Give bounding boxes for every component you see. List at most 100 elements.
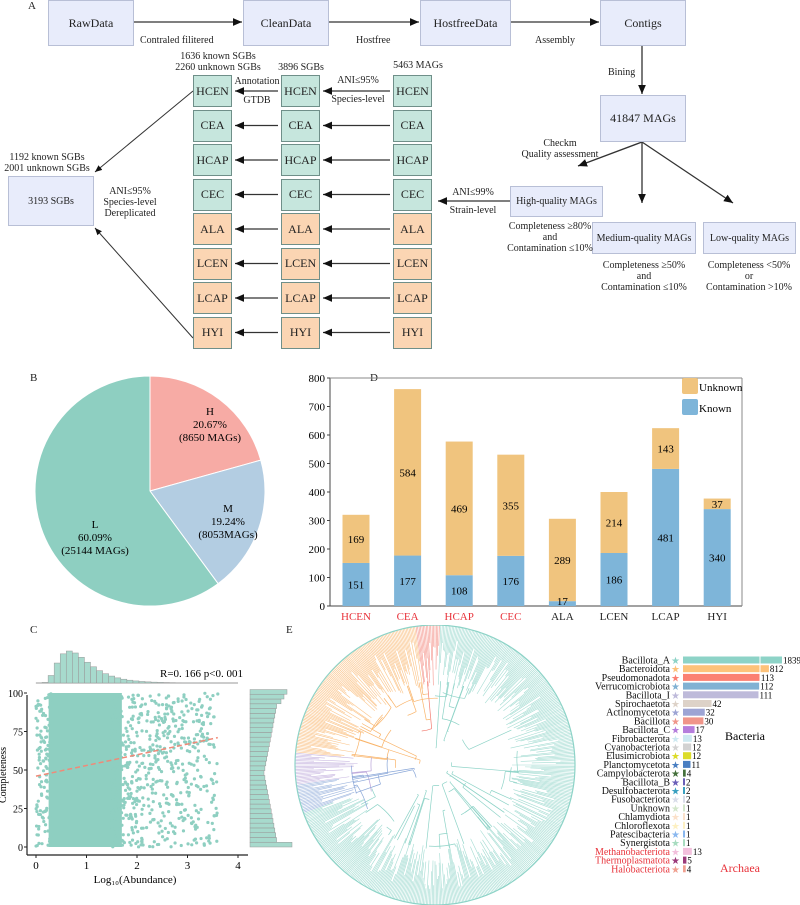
scatter-point [151,743,155,747]
tree-leaf-branch [392,855,407,899]
top-hist-bar [59,653,67,684]
tree-leaf-branch [526,692,555,710]
scatter-point [45,752,49,756]
tree-leaf-branch [437,879,439,905]
scatter-point [37,746,41,751]
tree-leaf-branch [520,713,566,732]
tree-leaf-branch [510,734,572,749]
tree-leaf-branch [532,841,545,853]
scatter-point [165,780,169,784]
scatter-point [211,743,216,747]
scatter-point [194,823,198,827]
scatter-point [136,845,141,849]
top-hist-bar [102,673,109,684]
tree-leaf-branch [494,663,533,703]
tree-leaf-branch [397,874,405,900]
tree-leaf-branch [334,666,364,695]
top-hist-bar [96,670,103,684]
tree-leaf-branch [469,638,497,694]
tree-branch [404,804,421,844]
bar-unknown-HCAP [445,441,473,576]
tree-leaf-branch [295,771,324,775]
tree-leaf-branch [298,734,328,742]
star-icon: ★ [671,717,680,728]
scatter-point [167,694,171,698]
scatter-point [130,826,134,830]
group-box-hcap: HCAP [193,144,232,176]
scatter-point [111,798,115,802]
tree-leaf-branch [507,654,522,671]
tree-leaf-branch [492,850,514,881]
group-box-lcen: LCEN [193,247,232,280]
stacked-bar-chart: 0 100 200 300 400 500 600 700 800 151 169 HCEN 177 58… [309,373,743,623]
tree-leaf-branch [507,718,568,740]
scatter-point [174,798,179,802]
step-hostfree: Hostfree [356,35,391,46]
tree-leaf-branch [513,751,575,758]
scatter-point [144,773,148,778]
scatter-point [182,816,187,821]
tree-leaf-branch [391,631,410,685]
scatter-point [166,830,170,835]
tree-internal-branch [489,790,492,794]
tree-leaf-branch [486,826,526,873]
tree-leaf-branch [503,666,536,698]
data-label-known: 481 [657,532,674,544]
scatter-point [200,704,204,708]
tree-branch [449,781,491,829]
group-box-lcen: LCEN [393,247,432,280]
tree-leaf-branch [312,696,352,719]
scatter-point [149,766,153,770]
scatter-point [184,704,189,708]
tree-leaf-branch [325,832,351,853]
tree-leaf-branch [558,737,573,741]
scatter-point [132,741,136,745]
tree-internal-branch [460,806,474,816]
scatter-point [150,791,154,795]
scatter-point [47,839,52,843]
tree-leaf-branch [431,625,434,686]
tree-leaf-branch [427,625,431,671]
sgbs-column-title: 3896 SGBs [278,62,324,73]
tree-leaf-branch [514,810,557,836]
tree-leaf-branch [329,672,358,698]
tree-leaf-branch [519,814,556,837]
scatter-point [40,842,44,846]
tree-leaf-branch [387,633,402,671]
tree-leaf-branch [306,804,343,821]
phylum-label: Methanobacteriota [595,847,671,858]
phylum-bar [683,839,685,847]
star-icon: ★ [671,682,680,693]
tree-internal-branch [416,803,420,806]
tree-leaf-branch [354,649,383,690]
tree-leaf-branch [326,675,346,692]
scatter-point [178,715,182,720]
phylum-label: Bacteroidota [619,664,671,675]
scatter-point [126,720,130,724]
tree-leaf-branch [296,742,354,753]
tree-leaf-branch [456,627,461,642]
scatter-point [199,836,203,841]
right-hist-bar [249,751,268,757]
checkm-label: Checkm Quality assessment [515,138,605,160]
tree-internal-branch [378,734,382,738]
scatter-point [42,785,46,790]
tree-leaf-branch [548,735,573,742]
scatter-point [161,811,165,815]
tree-leaf-branch [324,822,362,852]
scatter-point [173,742,177,746]
tree-leaf-branch [359,646,389,692]
tree-leaf-branch [494,643,506,663]
criteria-line: or [744,271,754,282]
star-icon: ★ [671,665,680,676]
top-hist-bar [144,681,152,684]
scatter-point [110,839,114,843]
tree-leaf-branch [499,670,539,706]
tree-leaf-branch [295,776,333,782]
data-label-unknown: 289 [554,555,571,567]
tree-leaf-branch [390,632,397,651]
tree-leaf-branch [337,827,376,867]
legend-swatch-known [682,399,698,415]
tree-leaf-branch [509,697,558,725]
